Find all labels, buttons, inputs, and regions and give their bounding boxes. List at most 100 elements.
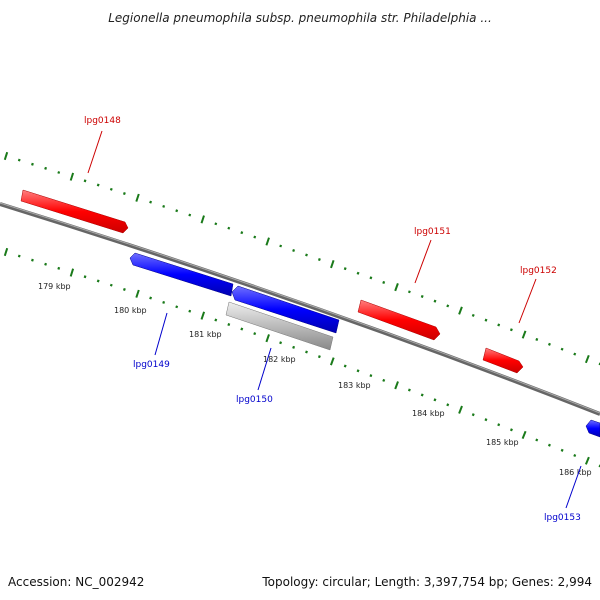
outer-ring-minor-tick: [162, 204, 166, 208]
outer-ring-major-tick: [200, 215, 205, 224]
outer-ring-minor-tick: [57, 171, 61, 174]
feature-unlabeled-gray[interactable]: [225, 301, 334, 351]
outer-ring-minor-tick: [317, 258, 321, 262]
gene-lpg0149[interactable]: [129, 252, 234, 297]
outer-ring-major-tick: [394, 283, 399, 292]
outer-ring-minor-tick: [240, 231, 244, 235]
outer-ring-minor-tick: [560, 347, 564, 351]
outer-ring-minor-tick: [484, 318, 488, 322]
outer-ring-major-tick: [458, 306, 463, 315]
outer-ring-major-tick: [69, 172, 75, 181]
label-lpg0152[interactable]: lpg0152: [520, 266, 557, 276]
leader-lpg0148: [87, 130, 103, 174]
gene-lpg0148[interactable]: [20, 189, 129, 234]
outer-ring-minor-tick: [44, 166, 48, 170]
outer-ring-minor-tick: [369, 276, 373, 280]
outer-ring-minor-tick: [227, 226, 231, 230]
inner-ring-minor-tick: [214, 318, 218, 322]
inner-ring-minor-tick: [446, 403, 450, 407]
outer-ring-minor-tick: [573, 352, 577, 356]
genome-backbone: [0, 202, 600, 416]
label-lpg0153[interactable]: lpg0153: [544, 513, 581, 523]
inner-ring-minor-tick: [31, 258, 34, 262]
inner-ring-major-tick: [265, 334, 270, 343]
outer-ring-minor-tick: [175, 209, 179, 213]
outer-ring-major-tick: [584, 354, 590, 364]
scale-label-184: 184 kbp: [412, 409, 445, 418]
inner-ring-minor-tick: [535, 438, 539, 442]
outer-ring-minor-tick: [292, 249, 296, 252]
gene-lpg0152[interactable]: [482, 347, 524, 374]
scale-label-181: 181 kbp: [189, 330, 222, 339]
inner-ring-major-tick: [458, 405, 463, 414]
inner-ring-minor-tick: [484, 418, 488, 422]
outer-ring-major-tick: [521, 330, 527, 339]
outer-ring-minor-tick: [83, 179, 87, 183]
inner-ring-minor-tick: [17, 254, 21, 258]
inner-ring-minor-tick: [109, 283, 113, 287]
inner-ring-minor-tick: [382, 378, 386, 382]
gene-lpg0151[interactable]: [357, 299, 441, 341]
inner-ring-major-tick: [584, 456, 590, 465]
leader-lpg0153: [565, 465, 582, 509]
inner-ring-minor-tick: [44, 262, 48, 266]
inner-ring-minor-tick: [162, 300, 166, 304]
inner-ring-minor-tick: [433, 398, 437, 402]
outer-ring-minor-tick: [305, 253, 308, 257]
outer-ring-minor-tick: [420, 294, 424, 298]
inner-ring-minor-tick: [407, 388, 411, 392]
outer-ring-major-tick: [265, 237, 270, 246]
gene-lpg0150[interactable]: [231, 285, 340, 334]
outer-ring-minor-tick: [547, 342, 551, 346]
inner-ring-minor-tick: [83, 275, 87, 279]
inner-ring-minor-tick: [573, 453, 577, 458]
topology-summary: Topology: circular; Length: 3,397,754 bp…: [262, 575, 592, 589]
inner-ring-major-tick: [329, 357, 335, 366]
inner-ring-major-tick: [69, 268, 75, 277]
inner-ring-minor-tick: [317, 355, 321, 359]
label-lpg0149[interactable]: lpg0149: [133, 360, 170, 370]
outer-ring-minor-tick: [149, 200, 153, 204]
outer-ring-minor-tick: [407, 290, 411, 294]
scale-label-180: 180 kbp: [114, 306, 147, 315]
outer-ring-minor-tick: [433, 299, 437, 303]
scale-label-179: 179 kbp: [38, 282, 71, 291]
outer-ring-minor-tick: [471, 313, 475, 317]
outer-ring-minor-tick: [279, 244, 283, 248]
scale-label-185: 185 kbp: [486, 438, 519, 447]
label-lpg0148[interactable]: lpg0148: [84, 116, 121, 126]
label-lpg0150[interactable]: lpg0150: [236, 395, 273, 405]
inner-ring-minor-tick: [227, 323, 231, 327]
inner-ring-minor-tick: [356, 369, 360, 373]
gene-labels: lpg0148 lpg0149 lpg0150 lpg0151 lpg0152 …: [84, 116, 581, 523]
scale-label-186: 186 kbp: [559, 468, 592, 477]
outer-tick-ring: [3, 151, 600, 366]
outer-ring-minor-tick: [96, 183, 100, 187]
inner-ring-major-tick: [521, 430, 527, 439]
outer-ring-minor-tick: [343, 267, 347, 271]
outer-ring-minor-tick: [356, 271, 360, 275]
inner-ring-minor-tick: [292, 345, 296, 349]
scale-labels: 179 kbp 180 kbp 181 kbp 182 kbp 183 kbp …: [38, 282, 592, 477]
inner-ring-minor-tick: [560, 448, 564, 452]
outer-ring-minor-tick: [188, 213, 192, 217]
inner-ring-minor-tick: [305, 350, 308, 354]
gene-lpg0153[interactable]: [585, 419, 600, 438]
scale-label-182: 182 kbp: [263, 355, 296, 364]
inner-ring-minor-tick: [471, 413, 475, 417]
outer-ring-minor-tick: [17, 158, 21, 162]
outer-ring-minor-tick: [535, 337, 539, 341]
leader-lpg0149: [154, 312, 168, 356]
inner-ring-minor-tick: [253, 332, 257, 336]
inner-ring-minor-tick: [175, 305, 179, 309]
label-lpg0151[interactable]: lpg0151: [414, 227, 451, 237]
accession-text: Accession: NC_002942: [8, 575, 145, 589]
inner-ring-major-tick: [135, 289, 140, 298]
inner-ring-minor-tick: [122, 287, 126, 291]
outer-ring-minor-tick: [382, 280, 386, 284]
genome-backbone-highlight: [0, 202, 600, 414]
inner-tick-ring: [3, 247, 600, 468]
inner-ring-minor-tick: [369, 374, 373, 378]
inner-ring-minor-tick: [420, 393, 424, 397]
outer-ring-minor-tick: [109, 187, 113, 191]
